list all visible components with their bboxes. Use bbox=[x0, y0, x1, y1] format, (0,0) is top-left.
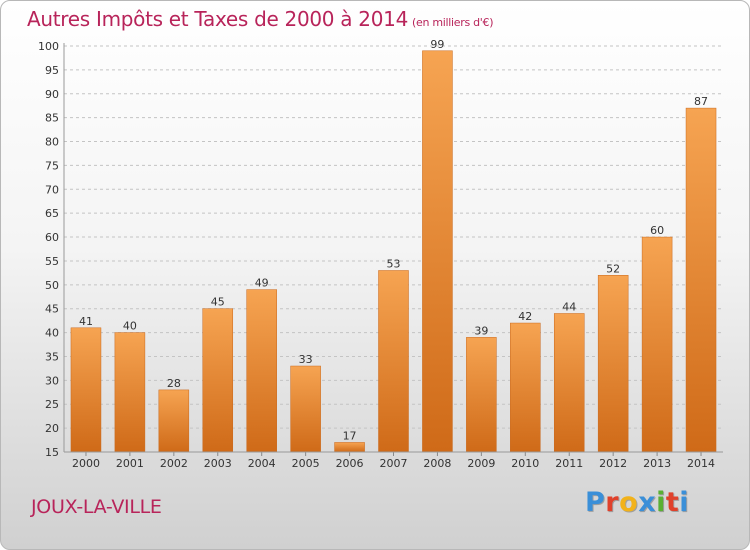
bar-2005 bbox=[290, 365, 321, 453]
x-tick-label: 2004 bbox=[248, 457, 276, 470]
x-tick-label: 2001 bbox=[116, 457, 144, 470]
bar-2001 bbox=[114, 332, 146, 453]
bar-value-label: 87 bbox=[694, 95, 708, 108]
bar-value-label: 41 bbox=[79, 315, 93, 328]
bar-2003 bbox=[202, 308, 234, 453]
y-tick-label: 60 bbox=[45, 231, 59, 244]
bar-value-label: 33 bbox=[299, 353, 313, 366]
x-tick-label: 2002 bbox=[160, 457, 188, 470]
y-tick-label: 100 bbox=[38, 40, 59, 53]
y-tick-label: 85 bbox=[45, 112, 59, 125]
bar-value-label: 44 bbox=[562, 300, 576, 313]
bar-value-label: 40 bbox=[123, 320, 137, 333]
y-tick-label: 20 bbox=[45, 422, 59, 435]
y-tick-label: 75 bbox=[45, 159, 59, 172]
x-axis-labels: 2000 2001 2002 2003 2004 2005 2006 2007 2008 2009… bbox=[72, 452, 715, 470]
bar-value-label: 28 bbox=[167, 377, 181, 390]
bar-2008 bbox=[422, 50, 453, 453]
logo-letter: x bbox=[638, 487, 657, 518]
y-tick-label: 45 bbox=[45, 303, 59, 316]
commune-name: JOUX-LA-VILLE bbox=[31, 496, 162, 518]
bar-value-label: 52 bbox=[606, 262, 620, 275]
bar-2002 bbox=[158, 389, 190, 453]
bar-2004 bbox=[246, 289, 277, 453]
x-tick-label: 2000 bbox=[72, 457, 100, 470]
bar-value-label: 49 bbox=[255, 277, 269, 290]
bar-2013 bbox=[641, 236, 673, 453]
bar-value-label: 99 bbox=[430, 38, 444, 51]
y-tick-label: 80 bbox=[45, 136, 59, 149]
bar-value-label: 39 bbox=[474, 324, 488, 337]
bar-2000 bbox=[70, 327, 102, 453]
axes bbox=[63, 43, 723, 453]
bars: 41 40 28 45 49 33 17 53 99 39 42 44 52 60 87 bbox=[70, 38, 717, 453]
bar-2011 bbox=[553, 313, 585, 453]
bar-value-label: 53 bbox=[387, 257, 401, 270]
y-tick-label: 40 bbox=[45, 327, 59, 340]
x-tick-label: 2013 bbox=[643, 457, 671, 470]
logo-letter: i bbox=[656, 487, 666, 518]
bar-value-label: 45 bbox=[211, 296, 225, 309]
chart-title: Autres Impôts et Taxes de 2000 à 2014 (en… bbox=[27, 7, 493, 31]
y-tick-label: 25 bbox=[45, 398, 59, 411]
x-tick-label: 2009 bbox=[467, 457, 495, 470]
logo-letter: r bbox=[605, 487, 620, 518]
bar-2014 bbox=[685, 107, 717, 453]
y-tick-label: 70 bbox=[45, 183, 59, 196]
bar-value-label: 42 bbox=[518, 310, 532, 323]
bar-2009 bbox=[466, 337, 497, 453]
bar-2007 bbox=[378, 270, 409, 453]
bar-2010 bbox=[510, 322, 541, 453]
x-tick-label: 2012 bbox=[599, 457, 627, 470]
x-tick-label: 2014 bbox=[687, 457, 715, 470]
x-tick-label: 2011 bbox=[555, 457, 583, 470]
proxiti-logo: Proxiti bbox=[585, 487, 689, 518]
x-tick-label: 2006 bbox=[336, 457, 364, 470]
y-tick-label: 50 bbox=[45, 279, 59, 292]
y-tick-label: 15 bbox=[45, 446, 59, 459]
y-tick-label: 65 bbox=[45, 207, 59, 220]
chart-title-text: Autres Impôts et Taxes de 2000 à 2014 bbox=[27, 7, 408, 31]
bar-value-label: 60 bbox=[650, 224, 664, 237]
logo-letter: t bbox=[665, 487, 680, 518]
y-tick-label: 95 bbox=[45, 64, 59, 77]
chart-subtitle: (en milliers d'€) bbox=[412, 16, 494, 29]
x-tick-label: 2010 bbox=[511, 457, 539, 470]
logo-letter: P bbox=[585, 487, 606, 518]
bar-value-label: 17 bbox=[343, 429, 357, 442]
x-tick-label: 2005 bbox=[292, 457, 320, 470]
logo-letter: i bbox=[679, 487, 690, 518]
y-tick-label: 55 bbox=[45, 255, 59, 268]
y-axis-labels: 15 20 25 30 35 40 45 50 55 60 65 70 75 80 85 90 95 100 bbox=[38, 40, 59, 459]
logo-letter: o bbox=[619, 487, 639, 518]
y-tick-label: 35 bbox=[45, 350, 59, 363]
bar-2012 bbox=[597, 275, 629, 453]
y-tick-label: 30 bbox=[45, 374, 59, 387]
y-tick-label: 90 bbox=[45, 88, 59, 101]
x-tick-label: 2007 bbox=[380, 457, 408, 470]
x-tick-label: 2003 bbox=[204, 457, 232, 470]
x-tick-label: 2008 bbox=[423, 457, 451, 470]
bar-2006 bbox=[334, 442, 365, 453]
